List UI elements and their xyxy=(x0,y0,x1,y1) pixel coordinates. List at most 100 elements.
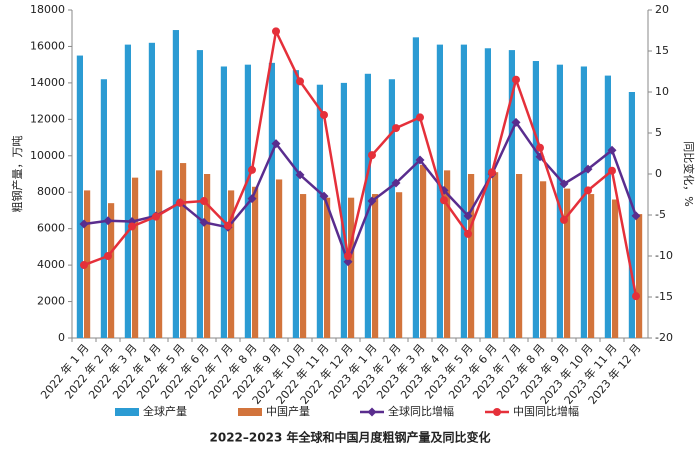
marker xyxy=(128,222,136,231)
legend-swatch xyxy=(115,408,139,416)
marker xyxy=(343,257,353,267)
y-tick-label: 4000 xyxy=(37,258,65,271)
bar xyxy=(460,44,467,338)
marker xyxy=(607,145,617,155)
bar xyxy=(484,48,491,339)
y-tick-label: 16000 xyxy=(30,39,65,52)
bar xyxy=(492,172,499,338)
bar xyxy=(628,92,635,338)
bar xyxy=(252,186,259,338)
marker xyxy=(271,139,281,149)
marker xyxy=(272,27,280,36)
y-tick-label: 6000 xyxy=(37,222,65,235)
y2-tick-label: 0 xyxy=(655,167,662,180)
y-axis-label: 粗钢产量，万吨 xyxy=(10,136,24,213)
marker xyxy=(560,215,568,224)
bar xyxy=(444,170,451,338)
bar xyxy=(532,61,539,339)
bar xyxy=(508,50,515,338)
bar xyxy=(292,70,299,338)
bar xyxy=(468,174,475,338)
bar xyxy=(364,73,371,339)
y2-tick-label: -5 xyxy=(655,208,666,221)
y-tick-label: 18000 xyxy=(30,3,65,16)
marker xyxy=(391,178,401,188)
marker xyxy=(248,165,256,174)
legend-swatch xyxy=(238,408,262,416)
marker xyxy=(80,261,88,270)
marker xyxy=(416,113,424,122)
bar xyxy=(108,203,115,338)
y-tick-label: 2000 xyxy=(37,295,65,308)
legend-label: 全球同比增幅 xyxy=(388,404,454,418)
bar xyxy=(420,164,427,338)
legend-marker xyxy=(367,407,377,417)
bar xyxy=(388,79,395,338)
bar xyxy=(132,177,139,338)
marker xyxy=(247,194,257,204)
marker xyxy=(536,143,544,152)
bar xyxy=(436,44,443,338)
marker xyxy=(103,216,113,226)
bar xyxy=(340,82,347,338)
bar xyxy=(148,42,155,339)
marker xyxy=(488,168,496,177)
bar xyxy=(76,55,83,339)
bar xyxy=(348,197,355,338)
y2-tick-label: -10 xyxy=(655,249,673,262)
y2-tick-label: 5 xyxy=(655,126,662,139)
bar xyxy=(268,62,275,338)
bar xyxy=(196,50,203,338)
y2-tick-label: -15 xyxy=(655,290,673,303)
marker xyxy=(632,292,640,301)
marker xyxy=(296,77,304,86)
bar xyxy=(604,75,611,338)
y2-axis-label: 同比变化，% xyxy=(682,141,696,206)
marker xyxy=(152,212,160,221)
marker xyxy=(415,155,425,165)
line xyxy=(83,27,638,297)
y2-tick-label: 15 xyxy=(655,44,669,57)
y-tick-label: 8000 xyxy=(37,185,65,198)
y-tick-label: 14000 xyxy=(30,76,65,89)
y2-tick-label: -20 xyxy=(655,331,673,344)
marker xyxy=(176,198,184,207)
bar xyxy=(516,174,523,338)
y-tick-label: 10000 xyxy=(30,149,65,162)
y2-tick-label: 20 xyxy=(655,3,669,16)
bar xyxy=(180,163,187,338)
bar xyxy=(220,66,227,338)
marker xyxy=(368,151,376,160)
marker xyxy=(584,186,592,195)
bar xyxy=(556,64,563,339)
marker xyxy=(583,164,593,174)
line xyxy=(83,119,638,266)
marker xyxy=(367,196,377,206)
marker xyxy=(392,124,400,133)
marker xyxy=(320,110,328,119)
legend-label: 中国产量 xyxy=(266,404,310,418)
bar xyxy=(300,194,307,338)
marker xyxy=(295,170,305,180)
marker xyxy=(199,217,209,227)
bar xyxy=(276,179,283,338)
bar xyxy=(612,199,619,338)
bar xyxy=(412,37,419,338)
marker xyxy=(464,229,472,238)
bar xyxy=(588,194,595,338)
legend-label: 全球产量 xyxy=(143,404,187,418)
marker xyxy=(511,117,521,127)
bar xyxy=(124,44,131,338)
marker xyxy=(79,219,89,229)
bar xyxy=(580,66,587,338)
bar xyxy=(228,190,235,338)
marker xyxy=(344,252,352,260)
y2-tick-label: 10 xyxy=(655,85,669,98)
legend-label: 中国同比增幅 xyxy=(513,404,579,418)
bar xyxy=(372,194,379,338)
marker xyxy=(463,211,473,221)
marker xyxy=(631,211,641,221)
bar xyxy=(244,64,251,339)
bar xyxy=(324,197,331,338)
